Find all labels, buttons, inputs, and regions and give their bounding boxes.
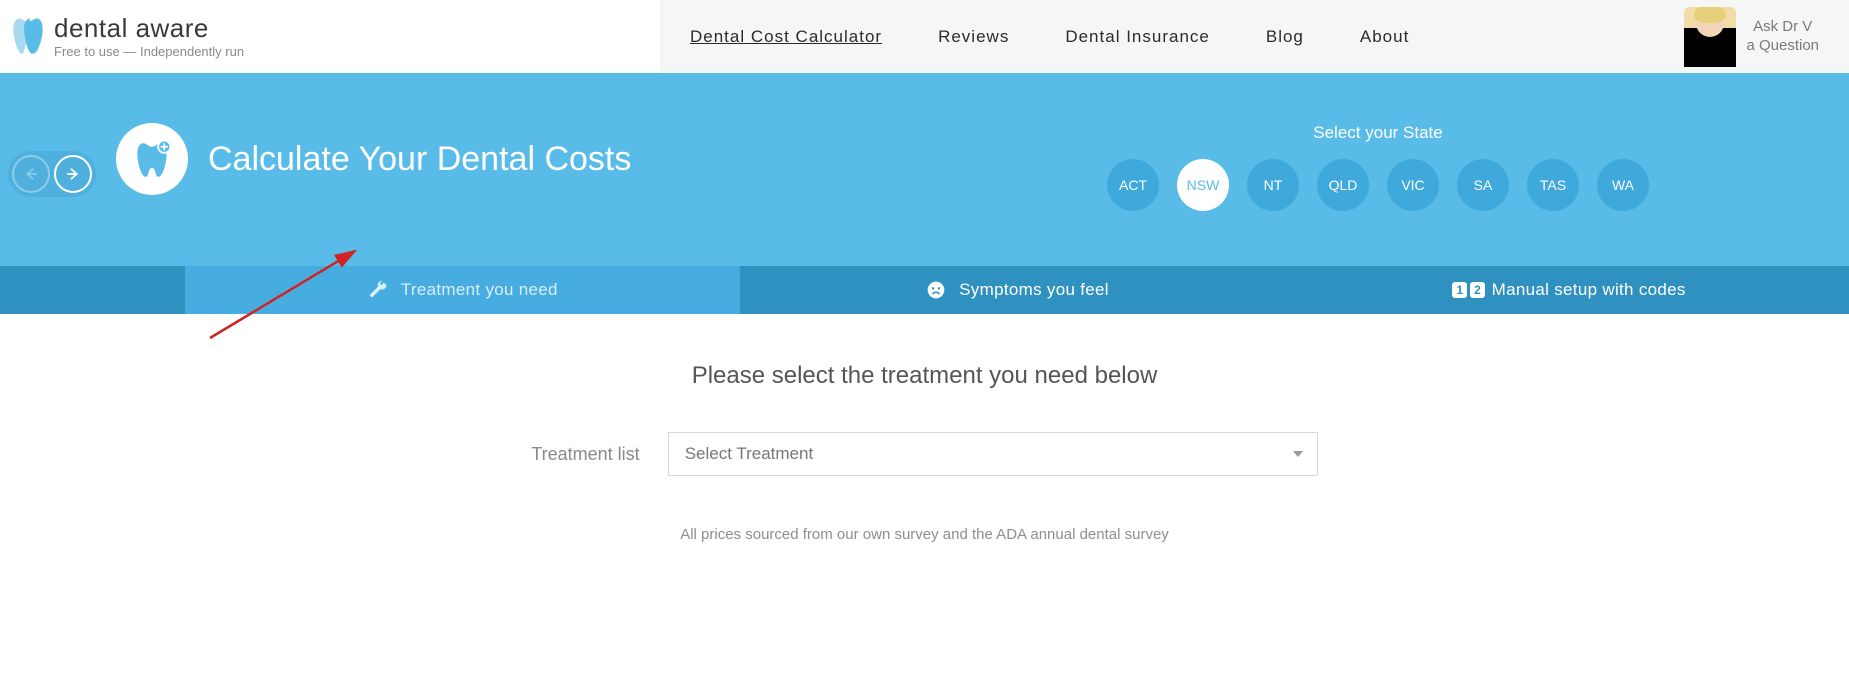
state-selector: Select your State ACT NSW NT QLD VIC SA TAS WA — [1107, 123, 1829, 211]
main-nav: Dental Cost Calculator Reviews Dental Insu… — [660, 0, 1849, 73]
tab-symptoms-you-feel[interactable]: Symptoms you feel — [740, 266, 1295, 314]
treatment-list-label: Treatment list — [531, 444, 639, 465]
state-tas[interactable]: TAS — [1527, 159, 1579, 211]
logo-tooth-icon — [10, 15, 46, 57]
chevron-down-icon — [1293, 451, 1303, 457]
nav-link-dental-insurance[interactable]: Dental Insurance — [1065, 27, 1210, 47]
prev-button — [12, 155, 50, 193]
logo-text: dental aware Free to use — Independently… — [54, 14, 244, 59]
nav-link-dental-cost-calculator[interactable]: Dental Cost Calculator — [690, 27, 882, 47]
brand-name: dental aware — [54, 14, 244, 43]
tab-label: Manual setup with codes — [1492, 280, 1686, 300]
state-vic[interactable]: VIC — [1387, 159, 1439, 211]
treatment-section: Please select the treatment you need bel… — [0, 314, 1849, 573]
next-button[interactable] — [54, 155, 92, 193]
tooth-plus-icon — [131, 138, 173, 180]
pager — [8, 151, 96, 197]
dr-v-avatar-icon — [1684, 7, 1736, 67]
state-nt[interactable]: NT — [1247, 159, 1299, 211]
state-qld[interactable]: QLD — [1317, 159, 1369, 211]
treatment-select-placeholder: Select Treatment — [685, 444, 814, 464]
wrench-icon — [367, 279, 389, 301]
tab-label: Treatment you need — [401, 280, 558, 300]
ask-text: Ask Dr V a Question — [1746, 18, 1819, 56]
arrow-right-icon — [64, 165, 82, 183]
tab-label: Symptoms you feel — [959, 280, 1109, 300]
nav-link-blog[interactable]: Blog — [1266, 27, 1304, 47]
state-sa[interactable]: SA — [1457, 159, 1509, 211]
price-disclaimer: All prices sourced from our own survey a… — [20, 526, 1829, 543]
mode-tabs: Treatment you need Symptoms you feel 12 Man… — [0, 266, 1849, 314]
ask-dr-v[interactable]: Ask Dr V a Question — [1684, 7, 1819, 67]
brand-tagline: Free to use — Independently run — [54, 45, 244, 59]
treatment-select[interactable]: Select Treatment — [668, 432, 1318, 476]
logo[interactable]: dental aware Free to use — Independently… — [0, 14, 660, 59]
code-badge-icon: 12 — [1458, 279, 1480, 301]
ask-line1: Ask Dr V — [1746, 18, 1819, 37]
site-header: dental aware Free to use — Independently… — [0, 0, 1849, 73]
nav-link-about[interactable]: About — [1360, 27, 1409, 47]
tab-manual-setup-with-codes[interactable]: 12 Manual setup with codes — [1294, 266, 1849, 314]
tab-gutter — [0, 266, 185, 314]
treatment-heading: Please select the treatment you need bel… — [20, 362, 1829, 390]
tooth-badge — [116, 123, 188, 195]
nav-link-reviews[interactable]: Reviews — [938, 27, 1009, 47]
hero-title: Calculate Your Dental Costs — [208, 140, 631, 179]
state-act[interactable]: ACT — [1107, 159, 1159, 211]
sad-face-icon — [925, 279, 947, 301]
state-wa[interactable]: WA — [1597, 159, 1649, 211]
state-nsw[interactable]: NSW — [1177, 159, 1229, 211]
hero-title-wrap: Calculate Your Dental Costs — [116, 123, 631, 195]
ask-line2: a Question — [1746, 37, 1819, 56]
tab-treatment-you-need[interactable]: Treatment you need — [185, 266, 740, 314]
hero-section: Calculate Your Dental Costs Select your … — [0, 73, 1849, 266]
state-label: Select your State — [1107, 123, 1649, 143]
arrow-left-icon — [22, 165, 40, 183]
